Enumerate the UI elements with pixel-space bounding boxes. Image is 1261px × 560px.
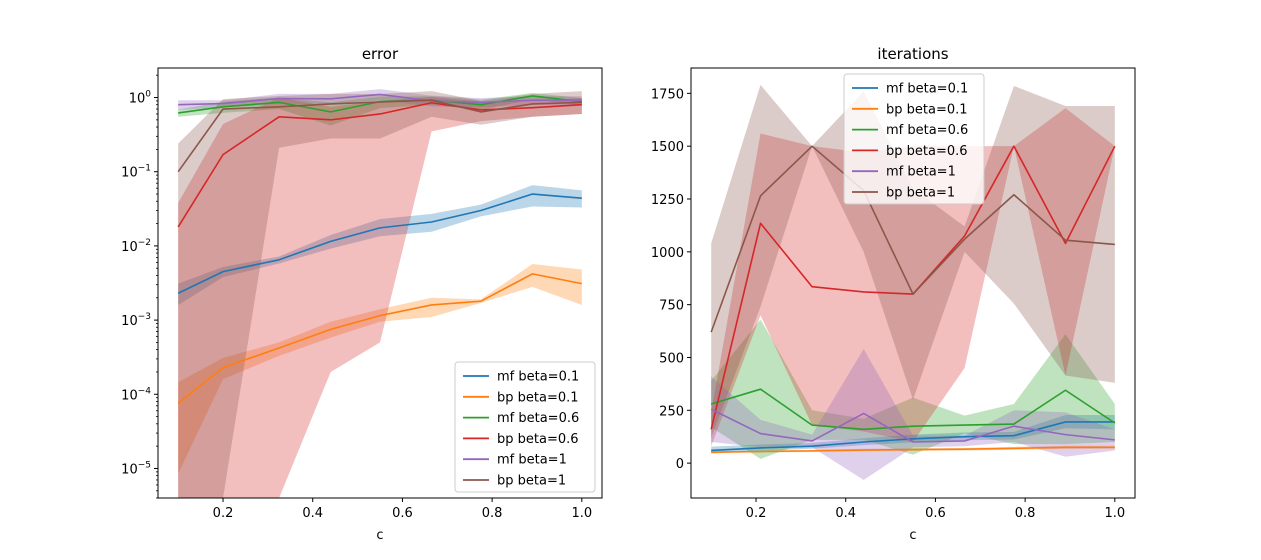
legend-label-bp-beta-0-1: bp beta=0.1 [886, 102, 968, 117]
x-tick-label: 1.0 [1104, 506, 1125, 521]
line-mf-beta-0-6 [710, 388, 1116, 431]
x-tick-label: 0.4 [302, 506, 323, 521]
legend-label-bp-beta-0-1: bp beta=0.1 [497, 390, 579, 405]
line-mf-beta-1 [710, 408, 1115, 443]
axes-frame [157, 67, 603, 499]
y-tick-label: 1000 [651, 246, 684, 261]
legend-box [843, 73, 985, 205]
series-lines [710, 145, 1116, 453]
x-tick-label: 1.0 [571, 506, 592, 521]
legend-box [454, 361, 596, 493]
legend-label-mf-beta-0-1: mf beta=0.1 [886, 82, 968, 97]
y-tick-label: 750 [659, 299, 684, 314]
band-bp-beta-0-6 [711, 108, 1115, 447]
chart-title: iterations [877, 45, 948, 63]
y-tick-label: 100 [129, 90, 152, 107]
y-tick-label: 1500 [651, 140, 684, 155]
legend: mf beta=0.1 bp beta=0.1 mf beta=0.6 bp beta… [843, 73, 985, 205]
band-bp-beta-0-6 [178, 96, 582, 498]
line-bp-beta-1 [177, 99, 582, 173]
legend-label-mf-beta-0-6: mf beta=0.6 [497, 411, 579, 426]
line-bp-beta-0-6 [177, 101, 582, 228]
x-tick-label: 0.8 [1015, 506, 1036, 521]
band-bp-beta-0-1 [178, 264, 582, 474]
band-mf-beta-0-1 [178, 185, 582, 305]
legend-label-mf-beta-0-6: mf beta=0.6 [886, 123, 968, 138]
y-tick-label: 500 [659, 351, 684, 366]
x-axis-label: c [376, 528, 383, 543]
x-tick-label: 0.6 [392, 506, 413, 521]
y-tick-label: 10−2 [121, 238, 151, 255]
band-bp-beta-1 [711, 84, 1115, 438]
y-tick-label: 250 [659, 404, 684, 419]
band-mf-beta-1 [711, 349, 1115, 481]
y-tick-label: 10−5 [121, 460, 151, 477]
legend-label-bp-beta-0-6: bp beta=0.6 [497, 432, 579, 447]
axes-frame [690, 67, 1136, 499]
error-chart: 0.2 0.4 0.6 0.8 1.0 10−5 10−4 10−3 10−2 10−1 100 er… [121, 45, 603, 543]
legend-label-bp-beta-0-6: bp beta=0.6 [886, 144, 968, 159]
legend-label-bp-beta-1: bp beta=1 [886, 186, 955, 201]
line-mf-beta-0-1 [711, 421, 1115, 452]
y-tick-label: 10−1 [121, 164, 151, 181]
y-tick-label: 0 [676, 457, 684, 472]
line-mf-beta-0-1 [177, 193, 582, 294]
y-tick-label: 10−4 [121, 386, 151, 403]
line-bp-beta-0-1 [177, 273, 582, 405]
x-tick-label: 0.6 [925, 506, 946, 521]
line-bp-beta-1 [710, 145, 1115, 333]
band-mf-beta-0-1 [711, 414, 1115, 454]
y-tick-label: 1750 [651, 87, 684, 102]
line-bp-beta-0-1 [711, 446, 1115, 453]
legend: mf beta=0.1 bp beta=0.1 mf beta=0.6 bp beta… [454, 361, 596, 493]
legend-label-bp-beta-1: bp beta=1 [497, 474, 566, 489]
x-axis-label: c [909, 528, 916, 543]
x-tick-label: 0.2 [213, 506, 234, 521]
series-lines [177, 93, 582, 405]
band-mf-beta-0-6 [178, 93, 582, 126]
legend-label-mf-beta-1: mf beta=1 [886, 165, 956, 180]
chart-title: error [362, 45, 399, 63]
band-bp-beta-1 [178, 91, 582, 498]
line-mf-beta-1 [178, 93, 582, 106]
y-tick-label: 1250 [651, 193, 684, 208]
y-tick-label: 10−3 [121, 312, 151, 329]
x-tick-label: 0.2 [746, 506, 767, 521]
x-tick-label: 0.8 [482, 506, 503, 521]
confidence-bands [178, 89, 582, 498]
legend-label-mf-beta-1: mf beta=1 [497, 453, 567, 468]
legend-label-mf-beta-0-1: mf beta=0.1 [497, 370, 579, 385]
iterations-chart: 0.2 0.4 0.6 0.8 1.0 0 250 500 750 1000 1250 1500 175… [651, 45, 1136, 543]
x-tick-label: 0.4 [835, 506, 856, 521]
